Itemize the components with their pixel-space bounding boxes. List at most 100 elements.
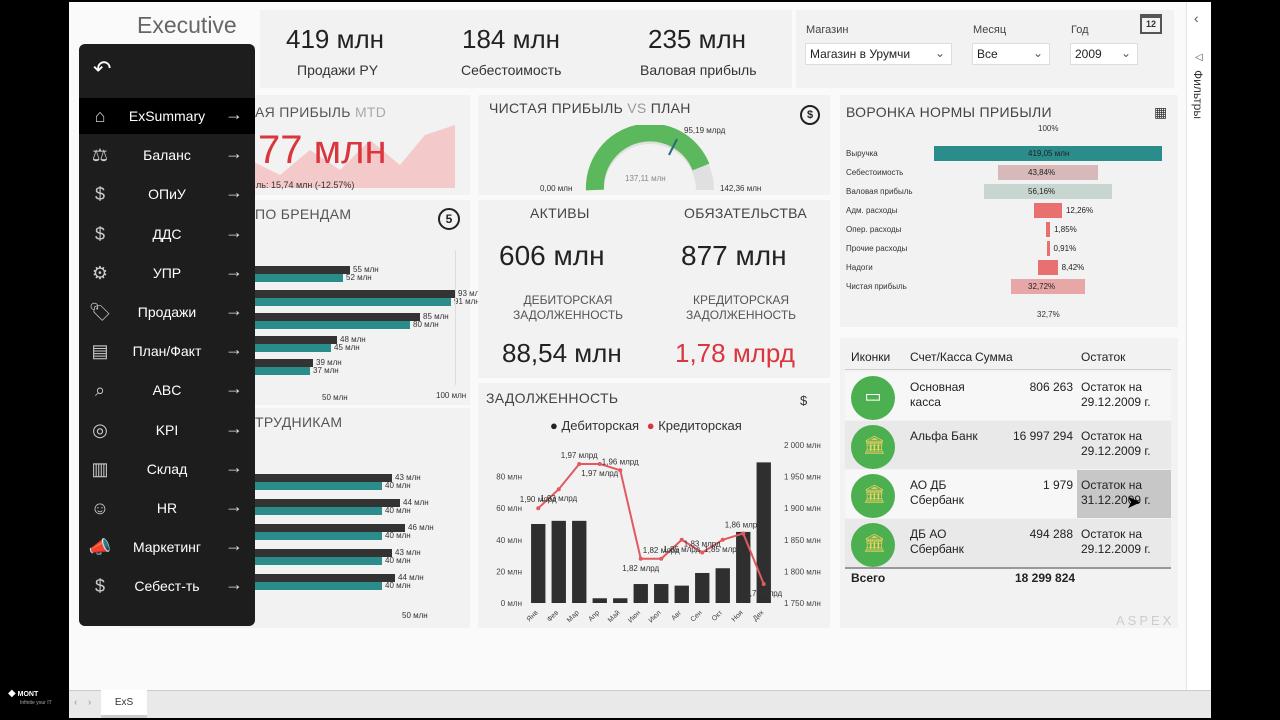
arrow-right-icon: →	[225, 182, 243, 203]
total-label: Всего	[851, 571, 886, 585]
receivable-bar	[715, 568, 730, 603]
col-header-rest[interactable]: Остаток	[1081, 350, 1126, 364]
employee-bar-b-label: 40 млн	[385, 481, 411, 490]
menu-item-11[interactable]: 📣 Маркетинг →	[79, 529, 255, 565]
store-filter-select[interactable]: Магазин в Урумчи ⌄	[805, 43, 952, 65]
gauge-fill	[585, 125, 710, 191]
receivable-bar	[551, 520, 566, 603]
kpi-header	[260, 10, 792, 88]
col-header-sum[interactable]: Сумма	[975, 350, 1013, 364]
month-filter-select[interactable]: Все ⌄	[972, 43, 1050, 65]
mont-logo-text: MONT	[17, 691, 39, 698]
menu-item-8[interactable]: ◎ KPI →	[79, 412, 255, 448]
funnel-bar-value: 0,91%	[1053, 244, 1077, 253]
menu-item-5[interactable]: 🏷 Продажи →	[79, 294, 255, 330]
brands-menu-icon[interactable]: 5	[438, 208, 460, 230]
filters-pane-label[interactable]: Фильтры	[1191, 70, 1205, 119]
receivable-bar	[531, 524, 546, 603]
filters-pane-strip[interactable]	[1186, 2, 1211, 690]
home-icon: ⌂	[94, 106, 106, 126]
menu-item-1[interactable]: ⚖ Баланс →	[79, 137, 255, 173]
collapse-chevron-icon[interactable]: ‹	[1194, 10, 1199, 26]
payable-point	[679, 537, 684, 542]
tab-exs[interactable]: ExS	[101, 690, 147, 718]
payable-point	[536, 506, 541, 511]
tab-nav-next-icon[interactable]: ›	[88, 697, 92, 708]
account-sum: 16 997 294	[1012, 429, 1073, 443]
tab-nav-prev-icon[interactable]: ‹	[74, 697, 78, 708]
funnel-bar-value: 419,05 млн	[1028, 149, 1070, 158]
x-tick: Июн	[627, 609, 642, 624]
mont-logo-sub: Infinite your IT	[20, 700, 52, 706]
menu-item-4[interactable]: ⚙ УПР →	[79, 255, 255, 291]
funnel-bar-value: 43,84%	[1028, 168, 1056, 177]
brands-axis-tick-0: 50 млн	[322, 393, 348, 402]
debt-hand-dollar-icon[interactable]: $	[800, 393, 808, 408]
payable-point	[720, 537, 725, 542]
col-header-icons[interactable]: Иконки	[851, 350, 891, 364]
payable-data-label: 1,90 млрд	[520, 495, 557, 504]
menu-item-6[interactable]: ▤ План/Факт →	[79, 333, 255, 369]
employee-bar-a-label: 43 млн	[395, 548, 421, 557]
y-right-tick: 1 850 млн	[784, 536, 821, 545]
col-header-account[interactable]: Счет/Касса	[910, 350, 973, 364]
menu-item-0[interactable]: ⌂ ExSummary →	[79, 98, 255, 134]
funnel-row-label: Надоги	[846, 263, 873, 272]
legend-dot-payable: ●	[646, 418, 655, 433]
table-row[interactable]: 🏛 ДБ АО Сбербанк 494 288 Остаток на 29.12.2…	[845, 519, 1171, 567]
funnel-row-label: Прочие расходы	[846, 244, 908, 253]
menu-item-10[interactable]: ☺ HR →	[79, 490, 255, 526]
store-filter-label: Магазин	[806, 24, 849, 36]
mouse-cursor-icon: ➤	[1126, 492, 1142, 512]
calendar-icon[interactable]: 12	[1140, 14, 1162, 34]
menu-item-label: ExSummary	[128, 108, 206, 124]
year-filter-select[interactable]: 2009 ⌄	[1070, 43, 1138, 65]
net-profit-dollar-icon[interactable]: $	[800, 105, 820, 125]
menu-item-9[interactable]: ▥ Склад →	[79, 451, 255, 487]
funnel-row-label: Опер. расходы	[846, 225, 902, 234]
payables-value: 1,78 млрд	[675, 338, 795, 368]
payable-data-label: 1,85 млрд	[704, 545, 741, 554]
table-row[interactable]: 🏛 Альфа Банк 16 997 294 Остаток на 29.12.20…	[845, 421, 1171, 469]
brand-bar-a	[255, 313, 420, 321]
funnel-card	[840, 95, 1178, 327]
funnel-row-label: Чистая прибыль	[846, 282, 907, 291]
menu-item-7[interactable]: ⌕ ABC →	[79, 372, 255, 408]
table-row[interactable]: ▭ Основная касса 806 263 Остаток на 29.12.2…	[845, 372, 1171, 420]
gauge-current-label: 137,11 млн	[625, 174, 666, 183]
payable-point	[618, 468, 623, 473]
net-profit-title-plan: ПЛАН	[650, 100, 691, 116]
payable-data-label: 1,82 млрд	[622, 564, 659, 573]
arrow-right-icon: →	[225, 378, 243, 399]
receivable-bar	[572, 520, 587, 603]
menu-item-12[interactable]: $ Себест-ть →	[79, 568, 255, 604]
net-profit-card	[478, 95, 830, 195]
funnel-chart-icon[interactable]: ▦	[1154, 104, 1168, 120]
receivable-bar	[592, 598, 607, 603]
mont-logo: ◆ MONT Infinite your IT	[8, 689, 52, 707]
account-name: ДБ АО Сбербанк	[910, 527, 964, 556]
menu-item-label: KPI	[155, 421, 179, 438]
scales-icon: ⚖	[91, 145, 109, 166]
funnel-bar-value: 32,72%	[1028, 282, 1056, 291]
back-arrow-icon[interactable]: ↶	[93, 56, 112, 81]
liabilities-label: ОБЯЗАТЕЛЬСТВА	[684, 205, 807, 221]
x-tick: Мар	[566, 609, 581, 624]
funnel-bar-value: 1,85%	[1054, 225, 1077, 234]
arrow-right-icon: →	[225, 300, 243, 320]
menu-item-3[interactable]: $ ДДС →	[79, 216, 255, 252]
brand-bar-b	[255, 321, 410, 329]
arrow-right-icon: →	[225, 104, 243, 124]
brand-bar-a-label: 85 млн	[423, 312, 449, 321]
x-tick: Ноя	[731, 609, 745, 623]
legend-payable: Кредиторская	[658, 418, 742, 433]
table-header-line	[845, 369, 1171, 370]
kpi-cost-label: Себестоимость	[461, 62, 562, 78]
payable-point	[577, 461, 582, 466]
funnel-bottom-label: 32,7%	[1037, 310, 1060, 319]
menu-item-2[interactable]: $ ОПиУ →	[79, 176, 255, 212]
table-row[interactable]: 🏛 АО ДБ Сбербанк 1 979 Остаток на 31.12.200…	[845, 470, 1171, 518]
funnel-bar	[1010, 279, 1086, 294]
arrow-right-icon: →	[225, 456, 243, 477]
brand-bar-a-label: 93 млн	[458, 289, 484, 298]
